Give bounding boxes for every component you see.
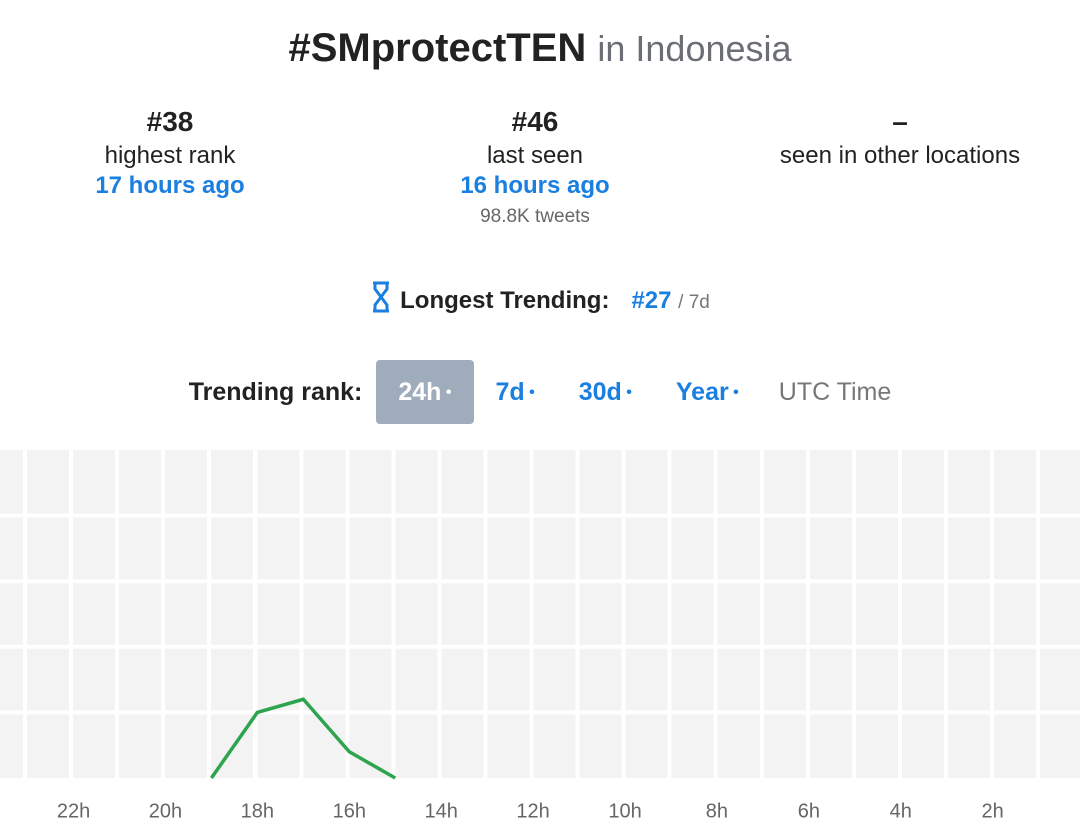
chart: 22h 20h 18h 16h 14h 12h 10h 8h 6h 4h 2h (0, 513, 1080, 822)
stat-label: last seen (486, 142, 584, 169)
timezone[interactable]: UTC Time (778, 377, 892, 406)
stat-tweets: 98.8K tweets (480, 206, 590, 227)
longest-period: / 7d (678, 292, 710, 313)
x-tick-label: 20h (149, 800, 182, 822)
x-tick-label: 18h (241, 800, 274, 822)
stat-value: #38 (146, 106, 194, 137)
tabs: Trending rank: 24h 7d 30d Year UTC Time (0, 360, 1080, 424)
x-tick-label: 22h (57, 800, 90, 822)
x-tick-label: 16h (333, 800, 366, 822)
stat: #38 highest rank 17 hours ago (0, 104, 350, 200)
x-tick-label: 8h (706, 800, 728, 822)
trend-line (209, 697, 397, 780)
longest-label: Longest Trending: (400, 287, 610, 314)
x-tick-label: 2h (982, 800, 1004, 822)
stat-time: 16 hours ago (460, 172, 610, 199)
x-tick-label: 10h (608, 800, 641, 822)
tab[interactable]: 7d (474, 360, 557, 424)
location: in Indonesia (597, 28, 792, 69)
x-tick-label: 14h (425, 800, 458, 822)
stat: – seen in other locations (720, 104, 1080, 172)
stat: #46 last seen 16 hours ago 98.8K tweets (355, 104, 715, 228)
x-tick-label: 4h (890, 800, 912, 822)
longest-trending: Longest Trending: #27 / 7d (0, 280, 1080, 315)
stat-value: #46 (511, 106, 559, 137)
tab[interactable]: 24h (376, 360, 474, 424)
plot-background (0, 450, 1080, 778)
longest-rank: #27 (631, 287, 672, 314)
tab[interactable]: 30d (557, 360, 654, 424)
stat-time: 17 hours ago (95, 172, 245, 199)
hourglass-icon (373, 281, 390, 313)
stat-label: highest rank (104, 142, 236, 169)
x-tick-label: 12h (516, 800, 549, 822)
hashtag: #SMprotectTEN (288, 26, 587, 70)
x-tick-label: 6h (798, 800, 820, 822)
title: #SMprotectTEN in Indonesia (0, 26, 1080, 71)
stat-label: seen in other locations (779, 142, 1021, 169)
tab[interactable]: Year (654, 360, 761, 424)
tabs-label: Trending rank: (188, 377, 363, 406)
stat-value: – (892, 106, 908, 137)
